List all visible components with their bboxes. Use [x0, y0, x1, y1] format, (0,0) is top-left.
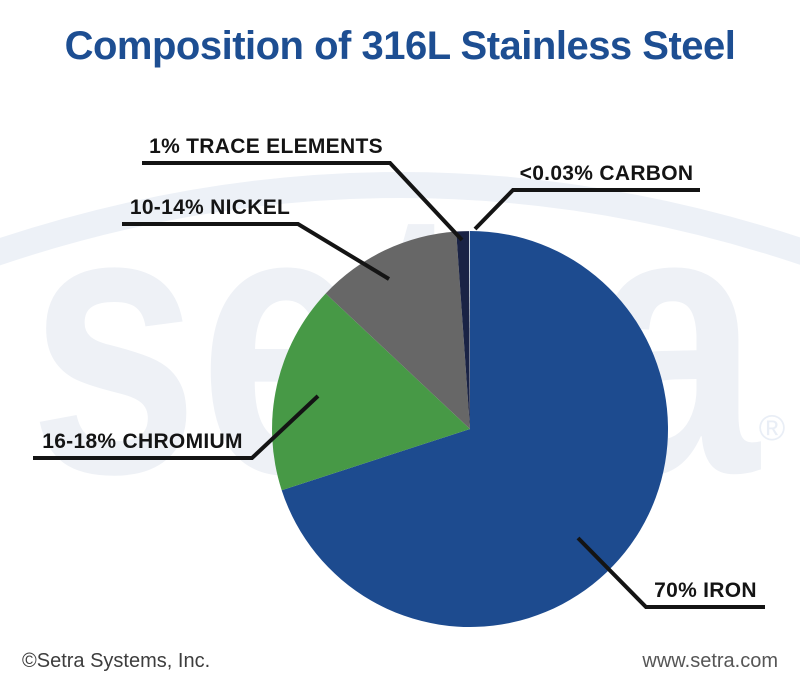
swoosh-icon — [0, 172, 800, 266]
leader-line-carbon — [473, 188, 700, 231]
leader-line-chromium — [33, 394, 320, 460]
pie-slice-nickel — [325, 231, 470, 429]
leader-line-trace-elements — [142, 161, 464, 242]
pie-slice-chromium — [272, 293, 470, 491]
label-nickel: 10-14% NICKEL — [129, 196, 291, 219]
chart-title: Composition of 316L Stainless Steel — [64, 24, 736, 68]
label-trace-elements: 1% TRACE ELEMENTS — [149, 135, 383, 158]
registered-trademark-icon: ® — [759, 407, 786, 448]
label-iron: 70% IRON — [654, 579, 757, 602]
leader-line-nickel — [122, 222, 391, 281]
leader-line-iron — [576, 536, 765, 609]
label-chromium: 16-18% CHROMIUM — [42, 430, 243, 453]
label-carbon: <0.03% CARBON — [519, 162, 694, 185]
copyright-text: ©Setra Systems, Inc. — [22, 650, 211, 672]
website-url: www.setra.com — [642, 650, 778, 672]
pie-slice-carbon — [469, 231, 470, 429]
pie-slice-trace-elements — [456, 231, 470, 429]
pie-slice-iron — [281, 231, 669, 627]
